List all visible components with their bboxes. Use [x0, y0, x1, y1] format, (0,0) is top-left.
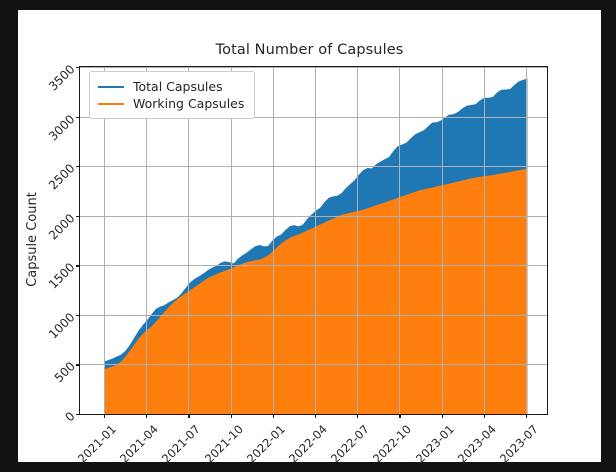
x-tick-mark	[399, 414, 401, 418]
plot-clip	[80, 67, 547, 414]
legend-color-swatch	[98, 102, 124, 105]
x-tick-mark	[230, 414, 232, 418]
y-tick-label: 3500	[46, 62, 78, 94]
gridline-vertical	[399, 67, 401, 414]
x-tick-mark	[104, 414, 106, 418]
y-tick-mark	[76, 116, 80, 118]
x-tick-label: 2022-07	[328, 422, 373, 466]
y-tick-label: 2000	[46, 210, 78, 243]
legend-item-label: Working Capsules	[133, 96, 245, 111]
gridline-vertical	[357, 67, 359, 414]
gridline-vertical	[272, 67, 274, 414]
gridline-vertical	[483, 67, 485, 414]
y-tick-mark	[76, 215, 80, 217]
x-tick-label: 2022-10	[370, 422, 415, 466]
legend-color-swatch	[98, 85, 124, 88]
gridline-vertical	[315, 67, 316, 414]
legend-item[interactable]: Total Capsules	[98, 78, 244, 95]
gridline-horizontal	[80, 314, 547, 316]
y-tick-label: 0	[62, 409, 78, 425]
gridline-horizontal	[80, 364, 547, 366]
x-tick-label: 2022-04	[286, 422, 330, 466]
chart-legend[interactable]: Total Capsules Working Capsules	[89, 71, 256, 119]
y-tick-label: 3000	[46, 111, 78, 144]
x-tick-mark	[357, 414, 359, 418]
y-axis-label: Capsule Count	[24, 66, 40, 413]
y-tick-mark	[76, 414, 80, 416]
x-tick-label: 2021-07	[159, 422, 204, 466]
gridline-vertical	[441, 67, 443, 414]
y-tick-mark	[76, 166, 80, 168]
y-tick-mark	[76, 314, 80, 317]
x-tick-label: 2021-10	[201, 422, 246, 466]
x-tick-label: 2023-04	[454, 422, 499, 466]
x-tick-mark	[441, 414, 443, 418]
x-tick-label: 2021-01	[75, 422, 119, 466]
gridline-vertical	[526, 67, 527, 414]
y-tick-mark	[76, 265, 80, 267]
x-tick-mark	[188, 414, 190, 418]
plot-area: 0 500 1000 1500 2000 2500 3000 3500 2021-01 2021…	[46, 62, 548, 466]
y-tick-label: 2500	[46, 161, 78, 193]
gridline-vertical	[188, 67, 190, 414]
gridline-vertical	[146, 67, 148, 414]
y-tick-label: 500	[51, 359, 78, 386]
y-tick-label: 1000	[46, 309, 78, 342]
x-tick-mark	[146, 414, 148, 418]
gridline-horizontal	[80, 116, 547, 118]
gridline-horizontal	[80, 67, 547, 68]
y-tick-mark	[76, 364, 80, 366]
x-tick-mark	[272, 414, 275, 418]
x-tick-label: 2023-01	[412, 422, 457, 466]
gridline-horizontal	[80, 215, 547, 217]
series-svg	[104, 78, 528, 414]
x-tick-mark	[315, 414, 317, 418]
legend-item-label: Total Capsules	[133, 79, 223, 94]
gridline-horizontal	[80, 265, 547, 267]
x-tick-mark	[483, 414, 486, 418]
gridline-horizontal	[80, 166, 547, 168]
legend-item[interactable]: Working Capsules	[98, 95, 244, 112]
x-tick-label: 2022-01	[243, 422, 288, 466]
matplotlib-figure: Total Number of Capsules Capsule Count 0…	[18, 10, 601, 466]
y-axis-label-text: Capsule Count	[24, 192, 40, 287]
x-tick-label: 2021-04	[117, 422, 162, 466]
gridline-vertical	[230, 67, 232, 414]
y-tick-label: 1500	[46, 260, 78, 292]
x-tick-label: 2023-07	[497, 422, 541, 466]
page-title: Total Number of Capsules	[215, 42, 404, 58]
y-tick-mark	[76, 67, 80, 69]
x-tick-mark	[526, 414, 528, 418]
gridline-vertical	[104, 67, 105, 414]
